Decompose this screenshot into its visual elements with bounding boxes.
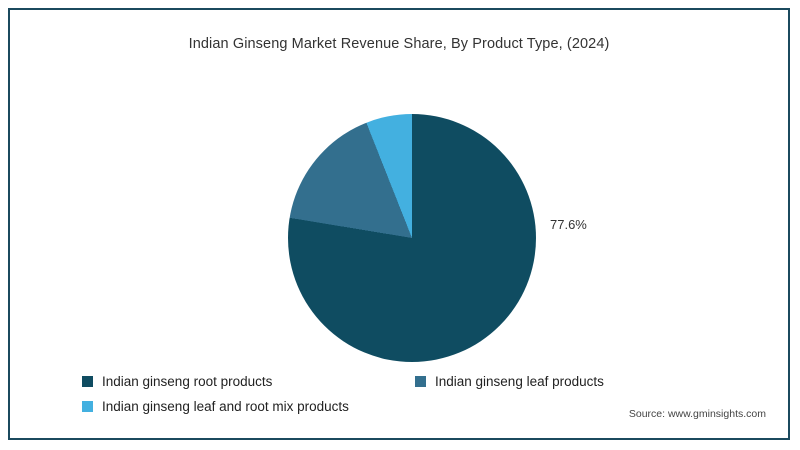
legend-item-leaf-and-root-mix-products[interactable]: Indian ginseng leaf and root mix product… xyxy=(82,399,349,414)
chart-frame: Indian Ginseng Market Revenue Share, By … xyxy=(8,8,790,440)
legend-swatch-icon xyxy=(82,401,93,412)
legend-label: Indian ginseng leaf products xyxy=(435,374,604,389)
pie-chart xyxy=(288,114,536,362)
legend-swatch-icon xyxy=(415,376,426,387)
slice-value-label: 77.6% xyxy=(550,217,587,232)
legend-row-2: Indian ginseng leaf and root mix product… xyxy=(82,399,742,414)
pie-graphic xyxy=(288,114,536,362)
legend-swatch-icon xyxy=(82,376,93,387)
chart-legend: Indian ginseng root products Indian gins… xyxy=(82,374,742,424)
chart-title: Indian Ginseng Market Revenue Share, By … xyxy=(188,36,610,52)
legend-item-leaf-products[interactable]: Indian ginseng leaf products xyxy=(415,374,604,389)
legend-item-root-products[interactable]: Indian ginseng root products xyxy=(82,374,415,389)
legend-row-1: Indian ginseng root products Indian gins… xyxy=(82,374,742,389)
legend-label: Indian ginseng root products xyxy=(102,374,273,389)
source-note: Source: www.gminsights.com xyxy=(628,408,766,420)
legend-label: Indian ginseng leaf and root mix product… xyxy=(102,399,349,414)
